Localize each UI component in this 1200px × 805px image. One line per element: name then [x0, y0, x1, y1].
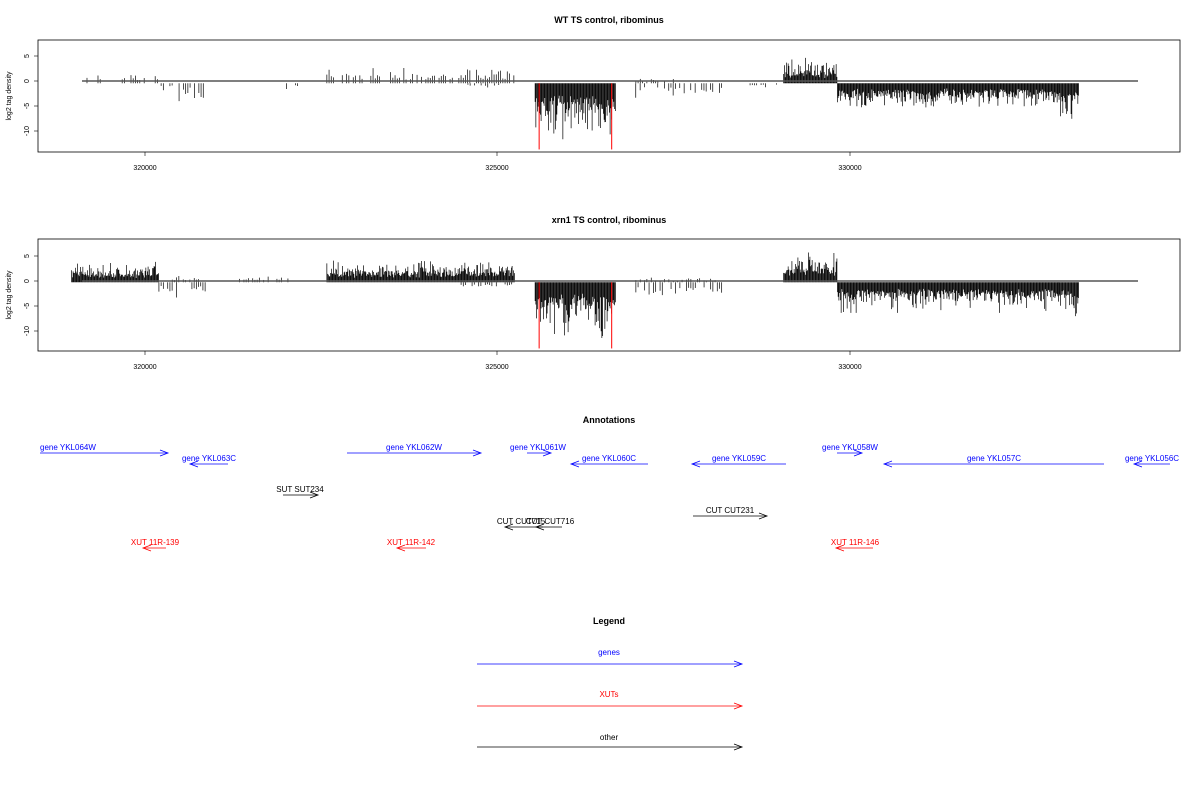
- feature-label: gene YKL057C: [967, 454, 1021, 463]
- y-axis-label-xrn1: log2 tag density: [6, 270, 13, 320]
- arrowhead-icon: [733, 743, 744, 751]
- feature-label: gene YKL059C: [712, 454, 766, 463]
- arrowhead-icon: [542, 449, 553, 457]
- x-tick-label: 320000: [133, 165, 156, 172]
- feature-label: XUT 11R-139: [131, 538, 180, 547]
- panel-title-wt: WT TS control, ribominus: [554, 15, 664, 25]
- feature-cut231: CUT CUT231: [693, 506, 769, 520]
- feature-label: gene YKL062W: [386, 443, 442, 452]
- arrowhead-icon: [834, 544, 845, 552]
- y-tick-label: -10: [24, 126, 31, 136]
- arrowhead-icon: [733, 702, 744, 710]
- arrowhead-icon: [853, 449, 864, 457]
- x-tick-label: 330000: [838, 364, 861, 371]
- y-tick-label: 0: [24, 79, 31, 83]
- arrowhead-icon: [758, 512, 769, 520]
- feature-label: SUT SUT234: [276, 485, 324, 494]
- y-axis-ticks-wt: 5 0 -5 -10: [24, 54, 38, 136]
- y-axis-label-wt: log2 tag density: [6, 71, 13, 121]
- legend-title: Legend: [593, 616, 625, 626]
- legend-panel: Legend genes XUTs other: [477, 616, 744, 751]
- arrowhead-icon: [733, 660, 744, 668]
- legend-label: other: [600, 733, 619, 742]
- feature-cut716: CUT CUT716: [526, 517, 575, 531]
- plot-frame-wt: [37, 39, 1181, 153]
- arrowhead-icon: [503, 523, 514, 531]
- arrowhead-icon: [309, 491, 320, 499]
- feature-label: CUT CUT231: [706, 506, 755, 515]
- feature-gene-ykl062w: gene YKL062W: [347, 443, 483, 457]
- x-tick-label: 325000: [485, 364, 508, 371]
- feature-gene-ykl060c: gene YKL060C: [569, 454, 648, 468]
- feature-label: XUT 11R-146: [831, 538, 880, 547]
- legend-label: XUTs: [599, 690, 618, 699]
- panel-wt: WT TS control, ribominus log2 tag densit…: [6, 15, 1181, 172]
- legend-item-genes: genes: [477, 648, 744, 668]
- feature-gene-ykl058w: gene YKL058W: [822, 443, 878, 457]
- legend-label: genes: [598, 648, 620, 657]
- y-tick-label: -5: [24, 303, 31, 309]
- arrowhead-icon: [159, 449, 170, 457]
- y-tick-label: -10: [24, 326, 31, 336]
- feature-xut-11r-146: XUT 11R-146: [831, 538, 880, 552]
- x-axis-ticks-wt: 320000 325000 330000: [133, 152, 862, 172]
- annotations-title: Annotations: [583, 415, 636, 425]
- density-bars-wt: [86, 57, 1079, 150]
- arrowhead-icon: [534, 523, 545, 531]
- legend-item-xuts: XUTs: [477, 690, 744, 710]
- feature-gene-ykl061w: gene YKL061W: [510, 443, 566, 457]
- density-bars-xrn1: [71, 252, 1079, 349]
- x-tick-label: 320000: [133, 364, 156, 371]
- feature-xut-11r-142: XUT 11R-142: [387, 538, 436, 552]
- x-tick-label: 325000: [485, 165, 508, 172]
- x-axis-ticks-xrn1: 320000 325000 330000: [133, 351, 862, 371]
- panel-xrn1: xrn1 TS control, ribominus log2 tag dens…: [6, 215, 1181, 371]
- feature-gene-ykl056c: gene YKL056C: [1125, 454, 1179, 468]
- feature-label: CUT CUT715: [497, 517, 546, 526]
- arrowhead-icon: [1132, 460, 1143, 468]
- arrowhead-icon: [141, 544, 152, 552]
- y-tick-label: 0: [24, 279, 31, 283]
- arrowhead-icon: [882, 460, 893, 468]
- arrowhead-icon: [395, 544, 406, 552]
- feature-label: gene YKL063C: [182, 454, 236, 463]
- feature-gene-ykl059c: gene YKL059C: [690, 454, 786, 468]
- feature-label: gene YKL060C: [582, 454, 636, 463]
- y-tick-label: 5: [24, 54, 31, 58]
- arrowhead-icon: [188, 460, 199, 468]
- y-tick-label: 5: [24, 254, 31, 258]
- arrowhead-icon: [472, 449, 483, 457]
- feature-gene-ykl064w: gene YKL064W: [40, 443, 170, 457]
- arrowhead-icon: [690, 460, 701, 468]
- feature-label: gene YKL058W: [822, 443, 878, 452]
- arrowhead-icon: [569, 460, 580, 468]
- feature-label: gene YKL064W: [40, 443, 96, 452]
- feature-label: gene YKL061W: [510, 443, 566, 452]
- plot-frame-xrn1: [37, 238, 1181, 352]
- feature-sut234: SUT SUT234: [276, 485, 324, 499]
- feature-label: CUT CUT716: [526, 517, 575, 526]
- feature-gene-ykl063c: gene YKL063C: [182, 454, 236, 468]
- y-tick-label: -5: [24, 103, 31, 109]
- feature-label: gene YKL056C: [1125, 454, 1179, 463]
- legend-item-other: other: [477, 733, 744, 751]
- feature-xut-11r-139: XUT 11R-139: [131, 538, 180, 552]
- panel-title-xrn1: xrn1 TS control, ribominus: [552, 215, 667, 225]
- feature-label: XUT 11R-142: [387, 538, 436, 547]
- y-axis-ticks-xrn1: 5 0 -5 -10: [24, 254, 38, 336]
- x-tick-label: 330000: [838, 165, 861, 172]
- annotations-panel: Annotations gene YKL064W gene YKL063C ge…: [40, 415, 1179, 552]
- feature-gene-ykl057c: gene YKL057C: [882, 454, 1104, 468]
